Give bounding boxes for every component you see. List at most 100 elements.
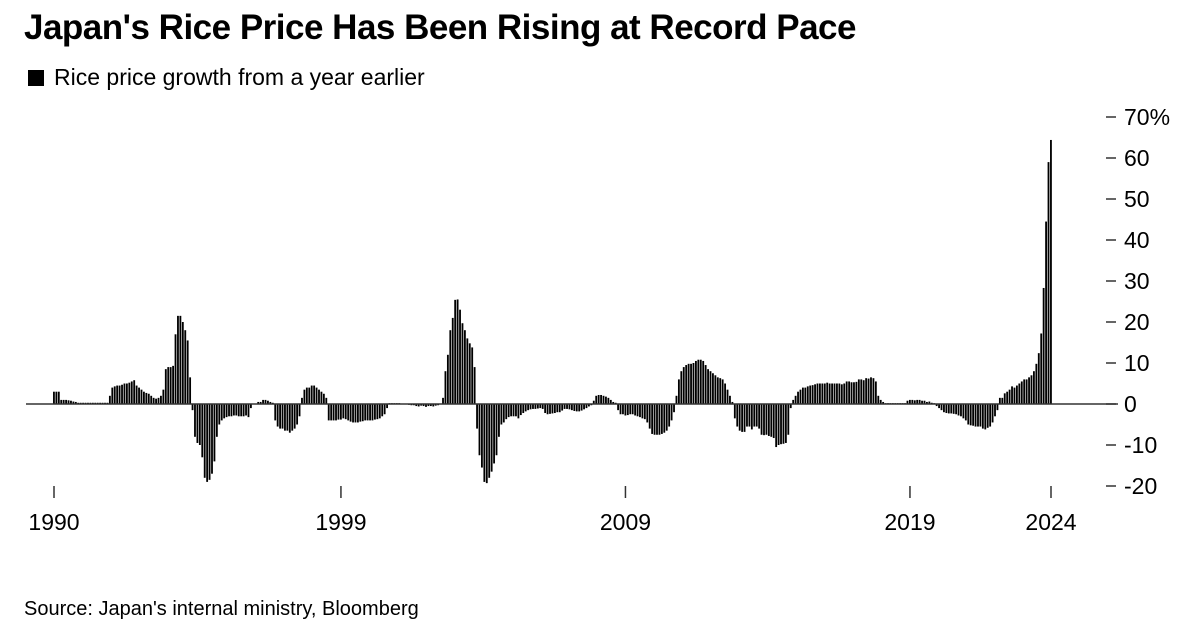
bar xyxy=(478,404,481,456)
bar xyxy=(515,404,517,417)
bar xyxy=(111,387,114,404)
bar xyxy=(427,404,430,407)
bar xyxy=(201,404,204,458)
bar xyxy=(332,404,335,421)
bar xyxy=(938,404,940,409)
bar xyxy=(823,383,826,404)
bar xyxy=(994,404,996,417)
bar xyxy=(697,359,700,404)
bar xyxy=(473,367,476,404)
bar xyxy=(522,404,525,414)
bar xyxy=(164,369,167,404)
bar xyxy=(758,404,761,429)
bar xyxy=(660,404,663,434)
bar xyxy=(709,371,712,404)
bar xyxy=(208,404,211,480)
bar xyxy=(344,404,347,420)
bar xyxy=(838,383,841,404)
bar xyxy=(1025,379,1028,404)
bar xyxy=(476,404,478,429)
bar xyxy=(921,400,923,404)
bar xyxy=(485,404,488,484)
bar xyxy=(371,404,374,421)
bar xyxy=(991,404,994,423)
bar xyxy=(415,404,418,407)
bar xyxy=(1047,162,1050,404)
bar xyxy=(913,400,916,404)
bar xyxy=(524,404,527,412)
bar xyxy=(882,401,885,404)
bar xyxy=(617,404,620,411)
y-tick-label: 30 xyxy=(1124,268,1150,294)
bar xyxy=(724,383,727,404)
bar xyxy=(57,391,60,404)
bar xyxy=(381,404,384,417)
bar xyxy=(121,384,123,404)
bar xyxy=(675,395,678,404)
bar xyxy=(544,404,547,414)
bar xyxy=(359,404,362,422)
bar xyxy=(588,404,590,407)
bar xyxy=(140,389,143,404)
x-tick-label: 1990 xyxy=(28,509,79,535)
bar xyxy=(237,404,240,417)
bar xyxy=(926,401,928,404)
legend: Rice price growth from a year earlier xyxy=(28,64,425,91)
x-tick-label: 1999 xyxy=(315,509,366,535)
bar xyxy=(777,404,780,445)
bar xyxy=(257,401,260,404)
bar xyxy=(364,404,367,421)
bar xyxy=(1011,386,1013,404)
bar xyxy=(984,404,987,430)
bar xyxy=(943,404,945,413)
bar xyxy=(366,404,369,421)
bar xyxy=(463,330,466,404)
bar xyxy=(636,404,639,417)
y-axis: 70% 60 50 40 30 20 10 0 -10 -20 xyxy=(1106,104,1170,499)
bar xyxy=(998,397,1001,404)
bar xyxy=(663,404,666,433)
bar xyxy=(483,404,486,482)
bar xyxy=(680,371,683,404)
bar xyxy=(556,404,559,413)
bar xyxy=(721,379,724,404)
bar xyxy=(1037,353,1040,404)
bar xyxy=(152,397,155,404)
bar xyxy=(1013,387,1016,404)
bar xyxy=(704,365,707,404)
bar xyxy=(150,395,153,404)
bar xyxy=(677,379,680,404)
bar xyxy=(658,404,661,435)
x-tick-label: 2019 xyxy=(884,509,935,535)
bar xyxy=(320,391,323,404)
bar xyxy=(729,395,731,404)
bar xyxy=(845,381,848,404)
bar xyxy=(641,404,644,419)
bar xyxy=(174,334,177,404)
bar xyxy=(551,404,554,414)
y-tick-label: -20 xyxy=(1124,473,1157,499)
bar xyxy=(836,383,838,404)
bar xyxy=(519,404,522,416)
bar xyxy=(325,397,328,404)
bar xyxy=(687,363,690,404)
bar xyxy=(952,404,955,414)
bar xyxy=(235,404,238,416)
bar xyxy=(196,404,199,443)
bar xyxy=(179,315,182,404)
bar xyxy=(267,400,269,404)
bar xyxy=(694,360,697,404)
bar xyxy=(639,404,641,418)
bar xyxy=(481,404,483,468)
bar xyxy=(218,404,221,425)
bar xyxy=(318,389,320,404)
bar xyxy=(656,404,658,435)
bar xyxy=(242,404,245,417)
bar xyxy=(821,383,824,404)
legend-swatch xyxy=(28,69,44,86)
bar xyxy=(787,404,790,435)
bar xyxy=(682,367,685,404)
bar xyxy=(814,384,816,404)
bar xyxy=(376,404,379,420)
bar xyxy=(342,404,345,419)
